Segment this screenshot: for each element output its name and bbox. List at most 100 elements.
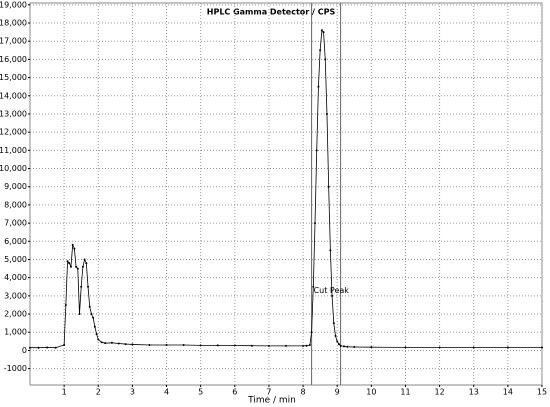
y-tick-label: 13,000: [0, 109, 27, 118]
data-point: [88, 305, 91, 308]
data-point: [80, 285, 83, 288]
data-point: [68, 262, 71, 265]
plot-area: [29, 2, 543, 386]
data-point: [92, 316, 95, 319]
data-point: [37, 346, 40, 349]
data-point: [81, 265, 84, 268]
x-tick-label: 10: [366, 388, 376, 397]
data-point: [46, 346, 49, 349]
data-point: [472, 346, 475, 349]
x-tick-label: 7: [266, 388, 271, 397]
y-tick-label: 8,000: [4, 200, 27, 209]
y-tick-label: 14,000: [0, 91, 27, 100]
data-point: [63, 343, 66, 346]
y-tick-label: 10,000: [0, 164, 27, 173]
x-tick-label: 12: [435, 388, 445, 397]
data-point: [182, 343, 185, 346]
x-tick-label: 3: [130, 388, 135, 397]
data-point: [104, 342, 107, 345]
data-point: [64, 303, 67, 306]
data-point: [302, 344, 305, 347]
chart-title: HPLC Gamma Detector / CPS: [207, 8, 336, 17]
data-point: [110, 341, 113, 344]
data-point: [332, 322, 335, 325]
data-point: [76, 267, 79, 270]
data-point: [308, 343, 311, 346]
y-tick-label: 17,000: [0, 37, 27, 46]
data-point: [95, 333, 98, 336]
x-tick-label: 11: [400, 388, 410, 397]
data-point: [117, 342, 120, 345]
y-tick-label: 19,000: [0, 0, 27, 9]
y-tick-label: 6,000: [4, 237, 27, 246]
data-point: [29, 346, 31, 349]
data-point: [97, 338, 100, 341]
y-tick-label: 4,000: [4, 273, 27, 282]
data-point: [199, 344, 202, 347]
data-point: [327, 185, 330, 188]
data-point: [87, 285, 90, 288]
data-point: [315, 149, 318, 152]
data-point: [66, 260, 69, 263]
x-tick-label: 13: [469, 388, 479, 397]
data-point: [353, 345, 356, 348]
x-tick-label: 6: [232, 388, 237, 397]
data-point: [100, 341, 103, 344]
x-tick-label: 2: [96, 388, 101, 397]
y-tick-label: -1000: [4, 364, 27, 373]
data-point: [71, 243, 74, 246]
x-tick-label: 15: [537, 388, 547, 397]
y-tick-label: 5,000: [4, 255, 27, 264]
data-point: [78, 313, 81, 316]
data-point: [339, 344, 342, 347]
x-tick-label: 5: [198, 388, 203, 397]
y-tick-label: 3,000: [4, 291, 27, 300]
data-point: [69, 265, 72, 268]
data-point: [75, 265, 78, 268]
data-point: [331, 294, 334, 297]
data-point: [325, 112, 328, 115]
data-point: [310, 331, 313, 334]
data-point: [305, 344, 308, 347]
data-point: [83, 258, 86, 261]
data-point: [320, 29, 323, 32]
data-point: [317, 85, 320, 88]
annotation: Cut Peak: [314, 286, 350, 295]
y-tick-label: 0: [22, 346, 27, 355]
y-tick-label: 7,000: [4, 219, 27, 228]
data-point: [54, 346, 57, 349]
data-point: [404, 346, 407, 349]
data-point: [329, 249, 332, 252]
x-tick-label: 8: [301, 388, 306, 397]
data-point: [312, 285, 315, 288]
data-point: [346, 345, 349, 348]
data-point: [267, 344, 270, 347]
data-point: [314, 222, 317, 225]
data-point: [324, 58, 327, 61]
data-point: [73, 247, 76, 250]
data-point: [90, 313, 93, 316]
data-point: [85, 262, 88, 265]
y-tick-label: 16,000: [0, 55, 27, 64]
data-point: [319, 49, 322, 52]
y-tick-label: 18,000: [0, 19, 27, 28]
data-line: [30, 29, 542, 349]
data-point: [93, 325, 96, 328]
x-tick-label: 9: [335, 388, 340, 397]
data-point: [337, 343, 340, 346]
y-tick-label: 9,000: [4, 182, 27, 191]
data-point: [233, 344, 236, 347]
y-tick-label: 1,000: [4, 328, 27, 337]
data-point: [506, 346, 509, 349]
data-point: [165, 343, 168, 346]
data-point: [131, 343, 134, 346]
data-point: [322, 31, 325, 34]
data-point: [148, 343, 151, 346]
x-tick-label: 14: [503, 388, 513, 397]
data-point: [124, 343, 127, 346]
data-point: [343, 345, 346, 348]
data-point: [336, 340, 339, 343]
x-tick-label: 1: [62, 388, 67, 397]
y-tick-label: 11,000: [0, 146, 27, 155]
